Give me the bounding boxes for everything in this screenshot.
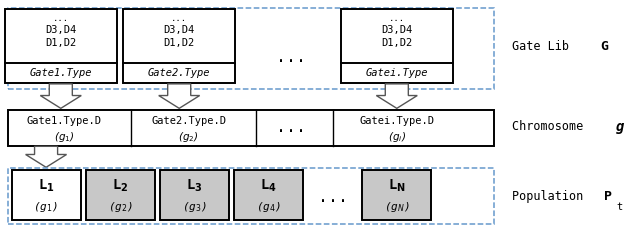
Text: ...: ...: [52, 14, 69, 24]
Bar: [8, 168, 494, 224]
Text: D3,D4
D1,D2: D3,D4 D1,D2: [45, 24, 76, 48]
Text: Gate1.Type: Gate1.Type: [29, 68, 92, 78]
Text: t: t: [616, 202, 623, 212]
Text: Chromosome: Chromosome: [512, 120, 590, 134]
Text: ...: ...: [318, 188, 348, 206]
Bar: [340, 9, 453, 83]
Bar: [160, 170, 229, 220]
Text: ...: ...: [388, 14, 405, 24]
Text: L$_{\mathbf{N}}$: L$_{\mathbf{N}}$: [388, 178, 406, 194]
Text: Gate2.Type.D: Gate2.Type.D: [151, 116, 227, 127]
Bar: [124, 9, 236, 83]
Bar: [8, 8, 494, 89]
Text: D3,D4
D1,D2: D3,D4 D1,D2: [381, 24, 412, 48]
Text: Gatei.Type.D: Gatei.Type.D: [359, 116, 435, 127]
Text: P: P: [604, 190, 612, 203]
Bar: [234, 170, 303, 220]
Bar: [5, 9, 117, 83]
Bar: [362, 170, 431, 220]
Text: (g$_{N}$): (g$_{N}$): [384, 200, 410, 214]
Text: G: G: [600, 40, 609, 53]
Text: Gate Lib: Gate Lib: [512, 40, 576, 53]
Bar: [8, 110, 494, 146]
Polygon shape: [376, 84, 417, 108]
Text: Gate1.Type.D: Gate1.Type.D: [26, 116, 102, 127]
Text: (g$_{1}$): (g$_{1}$): [33, 200, 59, 214]
Text: ...: ...: [276, 118, 306, 136]
Bar: [86, 170, 155, 220]
Text: (g$_{1}$): (g$_{1}$): [54, 130, 74, 144]
Text: (g$_{3}$): (g$_{3}$): [182, 200, 207, 214]
Text: ...: ...: [171, 14, 188, 24]
Text: Population: Population: [512, 190, 590, 203]
Text: (g$_{2}$): (g$_{2}$): [179, 130, 199, 144]
Polygon shape: [159, 84, 200, 108]
Text: L$_{\mathbf{4}}$: L$_{\mathbf{4}}$: [260, 178, 277, 194]
Text: L$_{\mathbf{2}}$: L$_{\mathbf{2}}$: [112, 178, 129, 194]
Text: (g$_{4}$): (g$_{4}$): [256, 200, 282, 214]
Polygon shape: [26, 146, 67, 167]
Text: D3,D4
D1,D2: D3,D4 D1,D2: [164, 24, 195, 48]
Text: Gatei.Type: Gatei.Type: [365, 68, 428, 78]
Text: ...: ...: [276, 48, 306, 66]
Text: (g$_{i}$): (g$_{i}$): [388, 130, 406, 144]
Text: Gate2.Type: Gate2.Type: [148, 68, 211, 78]
Text: L$_{\mathbf{3}}$: L$_{\mathbf{3}}$: [186, 178, 203, 194]
Polygon shape: [40, 84, 81, 108]
Text: L$_{\mathbf{1}}$: L$_{\mathbf{1}}$: [38, 178, 54, 194]
Text: (g$_{2}$): (g$_{2}$): [108, 200, 133, 214]
Bar: [12, 170, 81, 220]
Text: g: g: [616, 120, 624, 134]
